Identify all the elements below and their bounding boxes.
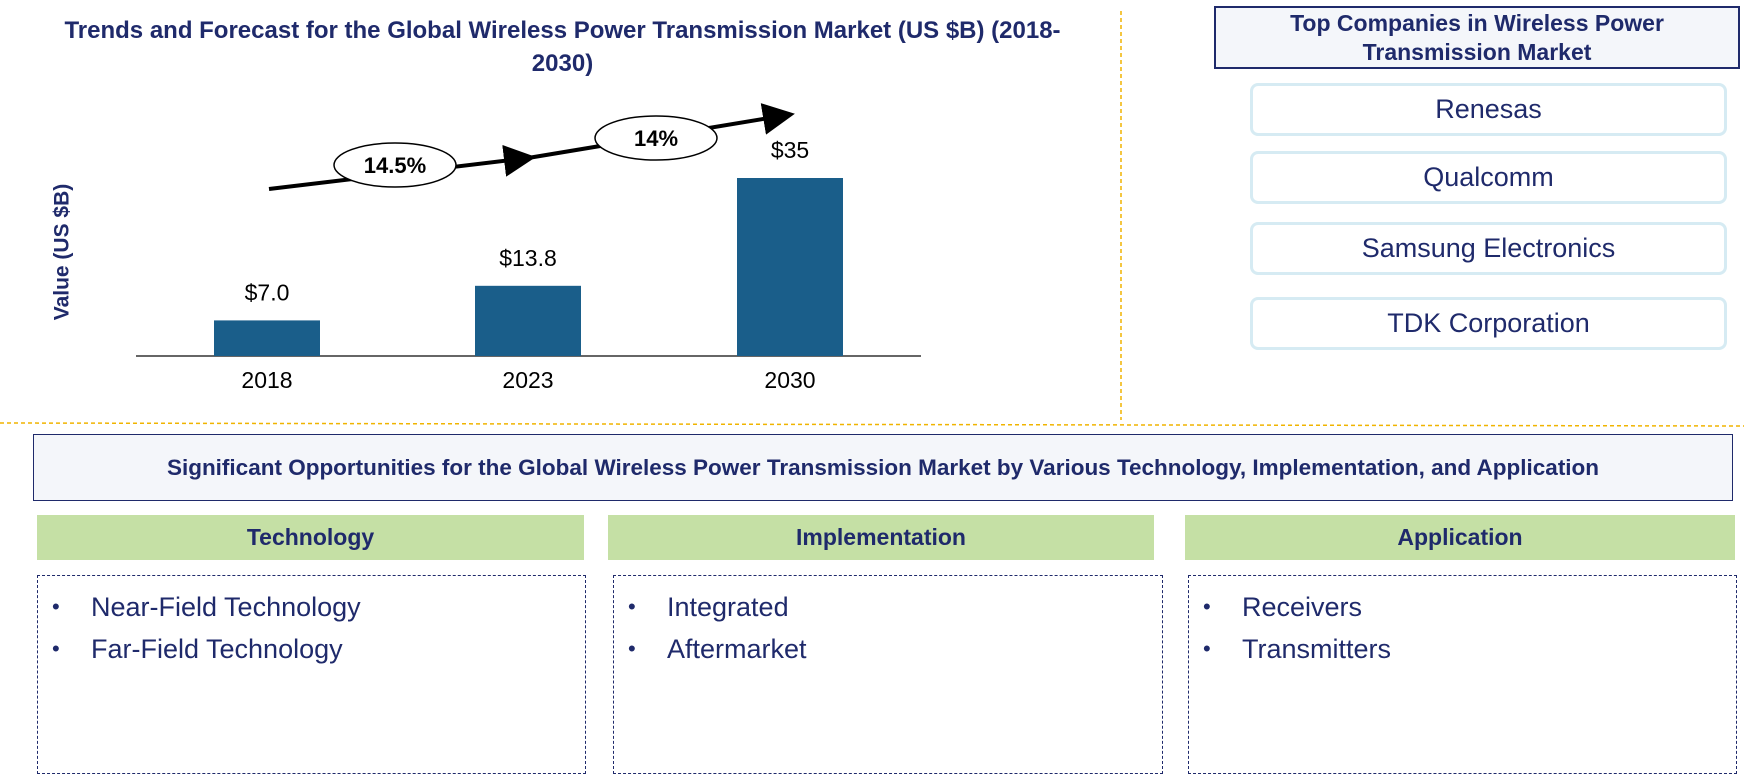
- column-heading: Technology: [37, 515, 584, 560]
- companies-title: Top Companies in Wireless Power Transmis…: [1214, 6, 1740, 69]
- cagr-label: 14.5%: [364, 153, 426, 178]
- cagr-label: 14%: [634, 126, 678, 151]
- list-item: Aftermarket: [614, 628, 1162, 670]
- x-tick-label: 2030: [764, 367, 815, 393]
- value-label: $7.0: [245, 279, 290, 305]
- chart-title: Trends and Forecast for the Global Wirel…: [64, 17, 1061, 77]
- company: Samsung Electronics: [1250, 222, 1727, 275]
- list-item: Near-Field Technology: [38, 586, 585, 628]
- company: Renesas: [1250, 83, 1727, 136]
- cagr-bubble: [333, 142, 457, 188]
- x-tick-label: 2018: [241, 367, 292, 393]
- column-heading: Implementation: [608, 515, 1154, 560]
- bar: [475, 285, 581, 356]
- column-box: ReceiversTransmitters: [1188, 575, 1737, 774]
- column-box: IntegratedAftermarket: [613, 575, 1163, 774]
- y-axis-label: Value (US $B): [51, 184, 74, 321]
- value-label: $13.8: [499, 245, 557, 271]
- column-box: Near-Field TechnologyFar-Field Technolog…: [37, 575, 586, 774]
- cagr-bubble: [594, 115, 718, 161]
- x-tick-label: 2023: [502, 367, 553, 393]
- value-label: $35: [771, 137, 809, 163]
- company: Qualcomm: [1250, 151, 1727, 204]
- divider: [0, 422, 1744, 427]
- bar: [214, 320, 320, 356]
- list-item: Integrated: [614, 586, 1162, 628]
- list-item: Receivers: [1189, 586, 1736, 628]
- bar: [737, 178, 843, 356]
- column-heading: Application: [1185, 515, 1735, 560]
- list-item: Far-Field Technology: [38, 628, 585, 670]
- opportunities-title: Significant Opportunities for the Global…: [33, 434, 1733, 501]
- company: TDK Corporation: [1250, 297, 1727, 350]
- list-item: Transmitters: [1189, 628, 1736, 670]
